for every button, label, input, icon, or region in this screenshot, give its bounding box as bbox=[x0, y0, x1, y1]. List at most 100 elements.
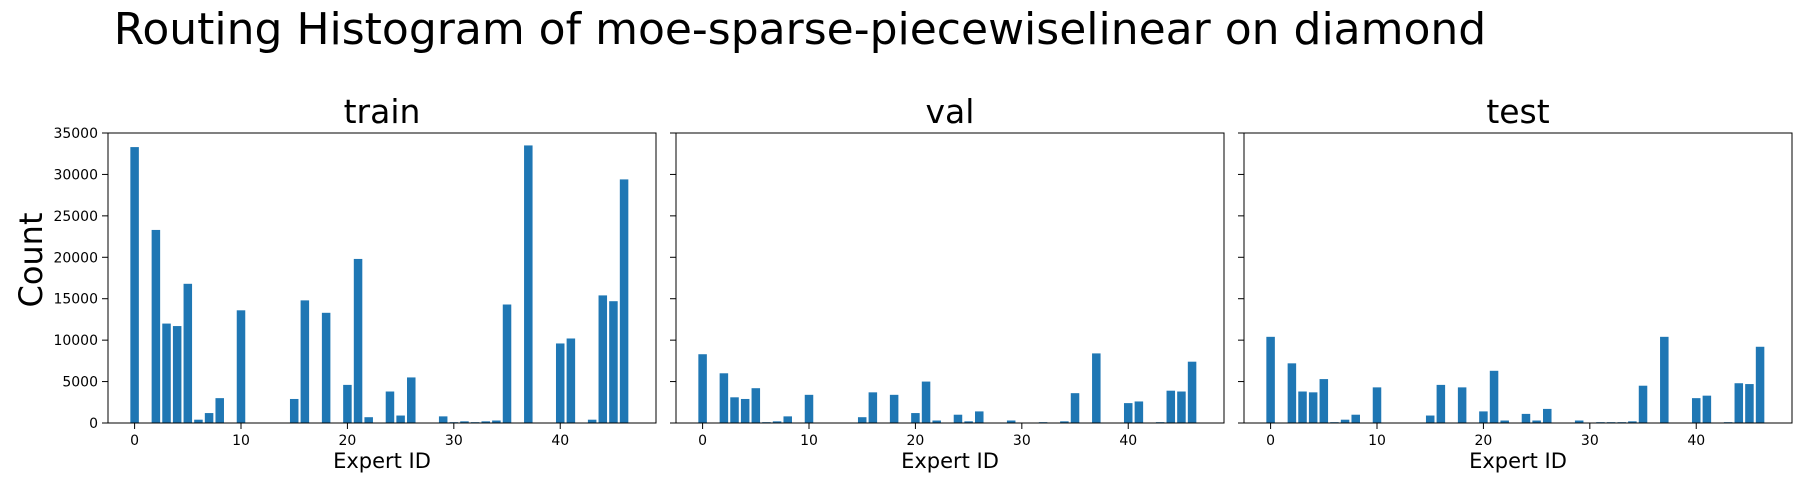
bar-test-expert-40 bbox=[1691, 398, 1701, 423]
x-tick-label-test-0: 0 bbox=[1266, 433, 1275, 449]
x-tick-label-test-30: 30 bbox=[1581, 433, 1599, 449]
y-tick-label-train-5000: 5000 bbox=[62, 375, 98, 391]
bar-train-expert-29 bbox=[438, 416, 448, 423]
x-tick-label-test-10: 10 bbox=[1368, 433, 1386, 449]
x-axis-label-val: Expert ID bbox=[901, 449, 999, 473]
bar-val-expert-41 bbox=[1134, 401, 1144, 423]
bar-train-expert-18 bbox=[321, 312, 331, 423]
bar-val-expert-2 bbox=[719, 373, 729, 423]
bar-train-expert-43 bbox=[587, 419, 597, 423]
y-tick-label-train-15000: 15000 bbox=[53, 292, 98, 308]
bar-train-expert-0 bbox=[130, 147, 139, 423]
panel-title-test: test bbox=[1486, 92, 1549, 131]
bar-train-expert-24 bbox=[385, 391, 395, 423]
bar-train-expert-22 bbox=[364, 417, 373, 423]
bar-val-expert-45 bbox=[1177, 391, 1186, 423]
bar-val-expert-44 bbox=[1166, 390, 1176, 423]
bar-val-expert-29 bbox=[1006, 420, 1016, 423]
bar-test-expert-24 bbox=[1521, 413, 1531, 423]
bar-val-expert-0 bbox=[698, 354, 707, 423]
bar-train-expert-31 bbox=[460, 421, 469, 423]
x-tick-label-train-40: 40 bbox=[551, 433, 569, 449]
bar-test-expert-45 bbox=[1745, 384, 1754, 423]
bar-train-expert-35 bbox=[502, 304, 512, 423]
bar-train-expert-45 bbox=[609, 301, 618, 423]
bar-train-expert-20 bbox=[343, 384, 352, 423]
bar-val-expert-34 bbox=[1060, 421, 1069, 423]
bar-train-expert-21 bbox=[353, 258, 363, 423]
bar-val-expert-40 bbox=[1123, 403, 1133, 423]
bar-val-expert-16 bbox=[868, 392, 878, 423]
bar-train-expert-40 bbox=[555, 343, 565, 423]
panel-test: 0 10 20 30 40 test Expert ID bbox=[1238, 92, 1793, 473]
bar-test-expert-8 bbox=[1351, 414, 1360, 423]
y-tick-label-train-20000: 20000 bbox=[53, 250, 98, 266]
bar-test-expert-0 bbox=[1266, 336, 1275, 423]
x-tick-label-test-40: 40 bbox=[1687, 433, 1705, 449]
panel-train: 0 10 20 30 40 0 5000 10000 15000 20000 25000 30000 3… bbox=[53, 92, 657, 473]
bar-train-expert-26 bbox=[407, 377, 416, 423]
bar-train-expert-34 bbox=[492, 420, 501, 423]
x-tick-label-train-0: 0 bbox=[130, 433, 139, 449]
bar-train-expert-41 bbox=[566, 338, 576, 423]
x-tick-label-train-10: 10 bbox=[232, 433, 250, 449]
bar-train-expert-44 bbox=[598, 295, 608, 423]
bar-test-expert-41 bbox=[1702, 395, 1712, 423]
bar-train-expert-7 bbox=[204, 413, 214, 423]
bar-test-expert-44 bbox=[1734, 383, 1744, 423]
axes-frame-test bbox=[1243, 132, 1793, 424]
bar-train-expert-25 bbox=[396, 415, 405, 423]
x-tick-label-train-30: 30 bbox=[445, 433, 463, 449]
shared-y-axis-label: Count bbox=[12, 212, 50, 307]
y-tick-label-train-0: 0 bbox=[89, 416, 98, 432]
bar-test-expert-10 bbox=[1372, 387, 1382, 423]
x-axis-label-train: Expert ID bbox=[333, 449, 431, 473]
bar-val-expert-7 bbox=[772, 421, 782, 423]
bar-test-expert-18 bbox=[1457, 387, 1467, 423]
y-tick-label-train-10000: 10000 bbox=[53, 333, 98, 349]
bar-test-expert-5 bbox=[1319, 379, 1329, 423]
bar-test-expert-29 bbox=[1574, 420, 1584, 423]
bar-val-expert-15 bbox=[857, 417, 867, 423]
bar-train-expert-5 bbox=[183, 283, 193, 423]
bar-test-expert-25 bbox=[1532, 420, 1541, 423]
bar-val-expert-5 bbox=[751, 388, 761, 423]
x-tick-label-val-30: 30 bbox=[1013, 433, 1031, 449]
axes-frame-train bbox=[107, 132, 657, 424]
x-tick-label-val-0: 0 bbox=[698, 433, 707, 449]
bar-test-expert-21 bbox=[1489, 370, 1499, 423]
bar-train-expert-37 bbox=[524, 145, 533, 423]
bar-test-expert-4 bbox=[1308, 392, 1318, 423]
bar-train-expert-15 bbox=[289, 398, 299, 423]
bar-test-expert-20 bbox=[1479, 411, 1488, 423]
panel-val: 0 10 20 30 40 val Expert ID bbox=[670, 92, 1225, 473]
bar-val-expert-46 bbox=[1187, 361, 1197, 423]
bar-train-expert-2 bbox=[151, 229, 161, 423]
bar-val-expert-8 bbox=[783, 416, 792, 423]
bar-test-expert-22 bbox=[1500, 420, 1509, 423]
figure-title: Routing Histogram of moe-sparse-piecewis… bbox=[113, 4, 1487, 55]
bar-test-expert-26 bbox=[1543, 408, 1552, 423]
bar-train-expert-3 bbox=[162, 323, 171, 423]
bar-train-expert-6 bbox=[194, 419, 203, 423]
bar-val-expert-21 bbox=[921, 381, 931, 423]
bar-val-expert-22 bbox=[932, 420, 941, 423]
x-tick-label-val-10: 10 bbox=[800, 433, 818, 449]
bar-val-expert-18 bbox=[889, 394, 899, 423]
panels-group: 0 10 20 30 40 0 5000 10000 15000 20000 25000 30000 3… bbox=[53, 92, 1793, 473]
bar-train-expert-10 bbox=[236, 310, 246, 423]
bar-test-expert-2 bbox=[1287, 363, 1297, 423]
bar-val-expert-4 bbox=[740, 398, 750, 423]
y-tick-label-train-25000: 25000 bbox=[53, 209, 98, 225]
panel-title-train: train bbox=[344, 92, 421, 131]
bar-test-expert-34 bbox=[1628, 421, 1637, 423]
bar-val-expert-37 bbox=[1092, 353, 1101, 423]
bar-train-expert-16 bbox=[300, 300, 310, 423]
bar-val-expert-20 bbox=[911, 413, 920, 423]
bar-test-expert-37 bbox=[1660, 336, 1669, 423]
bar-val-expert-10 bbox=[804, 394, 814, 423]
bar-test-expert-3 bbox=[1298, 391, 1307, 423]
bar-test-expert-16 bbox=[1436, 384, 1446, 423]
y-tick-label-train-30000: 30000 bbox=[53, 167, 98, 183]
